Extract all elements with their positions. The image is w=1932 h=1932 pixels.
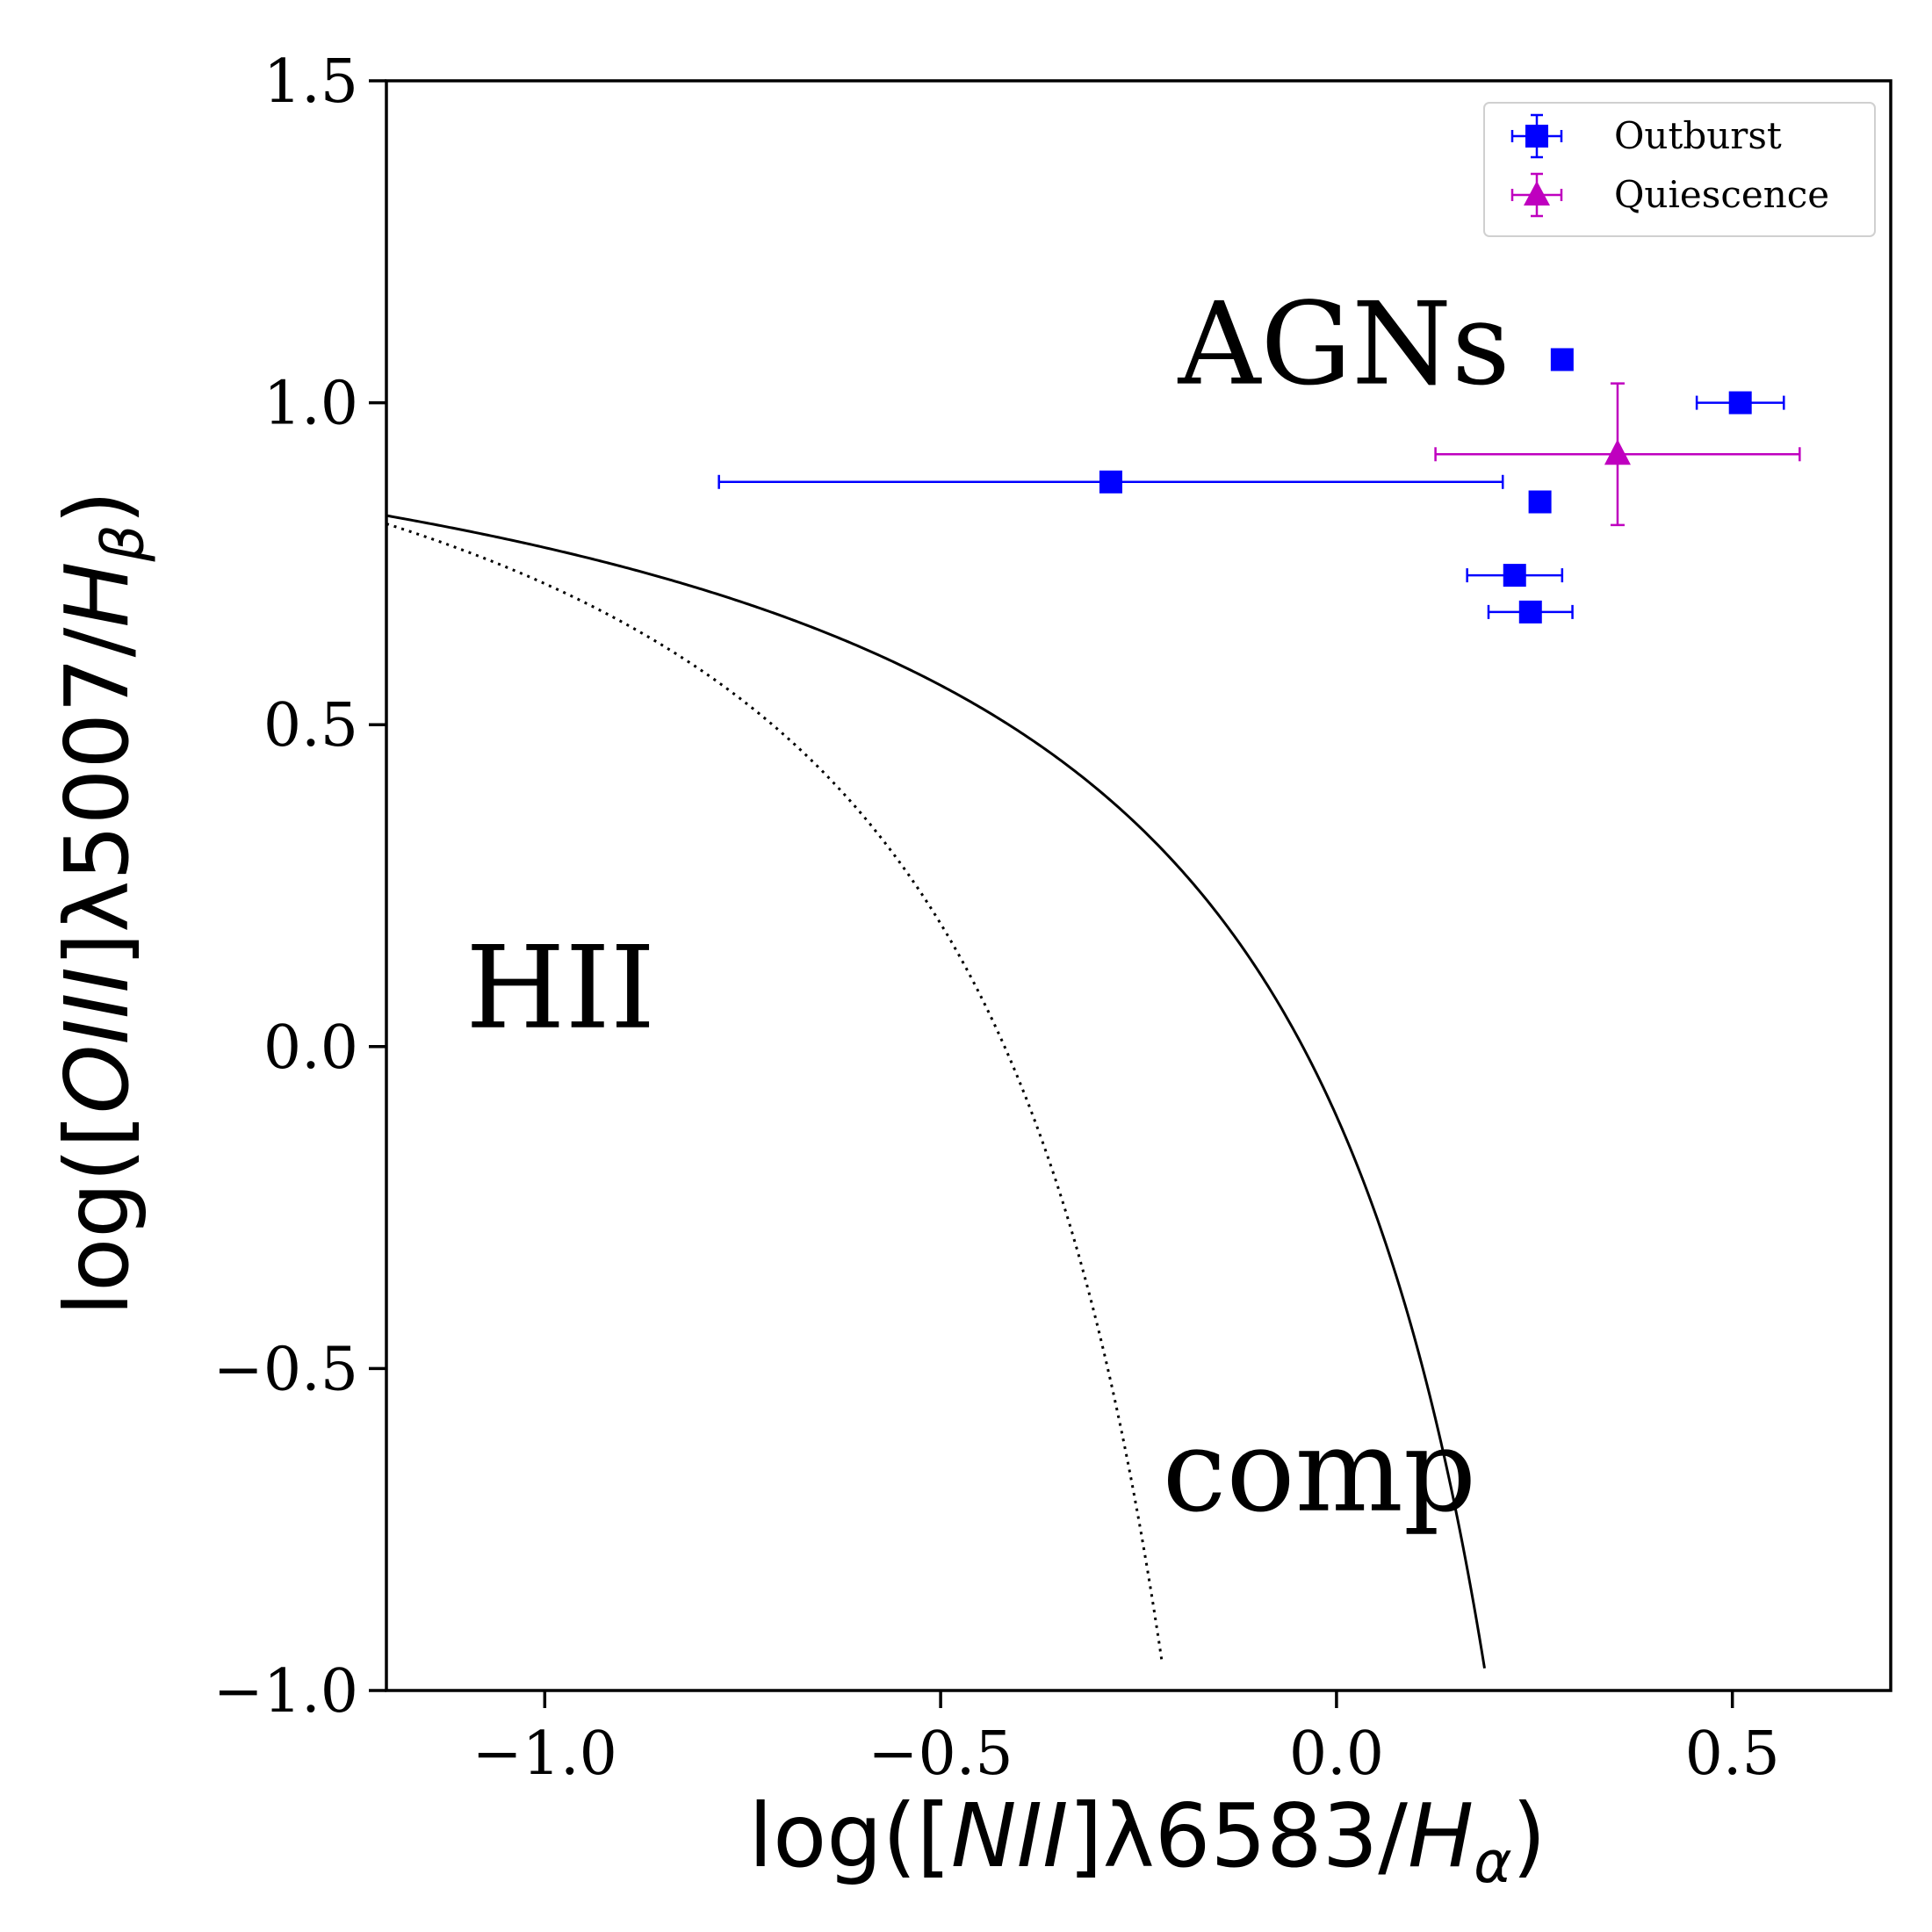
legend-label: Quiescence <box>1614 173 1829 216</box>
legend-entry-outburst: Outburst <box>1510 113 1782 159</box>
legend-label: Outburst <box>1614 114 1782 157</box>
x-tick-label: −0.5 <box>869 1719 1013 1789</box>
x-tick-label: 0.0 <box>1289 1719 1384 1789</box>
x-tick-label: −1.0 <box>472 1719 617 1789</box>
region-label-hii: HII <box>465 921 655 1055</box>
kewley-curve <box>386 514 1486 1669</box>
y-tick-label: 1.5 <box>263 47 358 117</box>
data-points <box>1099 348 1752 624</box>
x-tick-label: 0.5 <box>1685 1719 1780 1789</box>
outburst-point <box>1503 564 1526 588</box>
legend-entry-quiescence: Quiescence <box>1510 172 1829 218</box>
legend-box <box>1483 102 1876 237</box>
outburst-point <box>1550 348 1574 371</box>
outburst-point <box>1518 600 1542 624</box>
y-tick-label: 0.0 <box>263 1013 358 1083</box>
y-axis-ticks: −1.0 −0.5 0.0 0.5 1.0 1.5 <box>213 47 386 1727</box>
plot-frame <box>385 79 1892 1692</box>
outburst-point <box>1728 391 1752 415</box>
y-axis-label: log([OIII]λ5007/Hβ) <box>46 490 157 1316</box>
y-tick-label: −1.0 <box>213 1657 358 1727</box>
quiescence-point <box>1604 439 1631 465</box>
kauffmann-curve <box>386 523 1164 1665</box>
y-tick-label: 0.5 <box>263 691 358 761</box>
legend: Outburst Quiescence <box>1483 102 1876 237</box>
region-labels: AGNs HII comp <box>465 278 1510 1538</box>
x-axis-ticks: −1.0 −0.5 0.0 0.5 <box>472 1690 1780 1789</box>
y-tick-label: −0.5 <box>213 1335 358 1404</box>
legend-marker-triangle <box>1524 181 1550 205</box>
y-tick-label: 1.0 <box>263 370 358 439</box>
region-label-comp: comp <box>1163 1404 1477 1538</box>
outburst-point <box>1528 490 1552 514</box>
x-axis-label: log([NII]λ6583/Hα) <box>748 1784 1546 1896</box>
demarcation-curves <box>386 514 1486 1669</box>
error-bars <box>717 382 1801 619</box>
legend-marker-square <box>1525 125 1548 148</box>
outburst-point <box>1099 470 1122 494</box>
region-label-agns: AGNs <box>1178 278 1510 411</box>
